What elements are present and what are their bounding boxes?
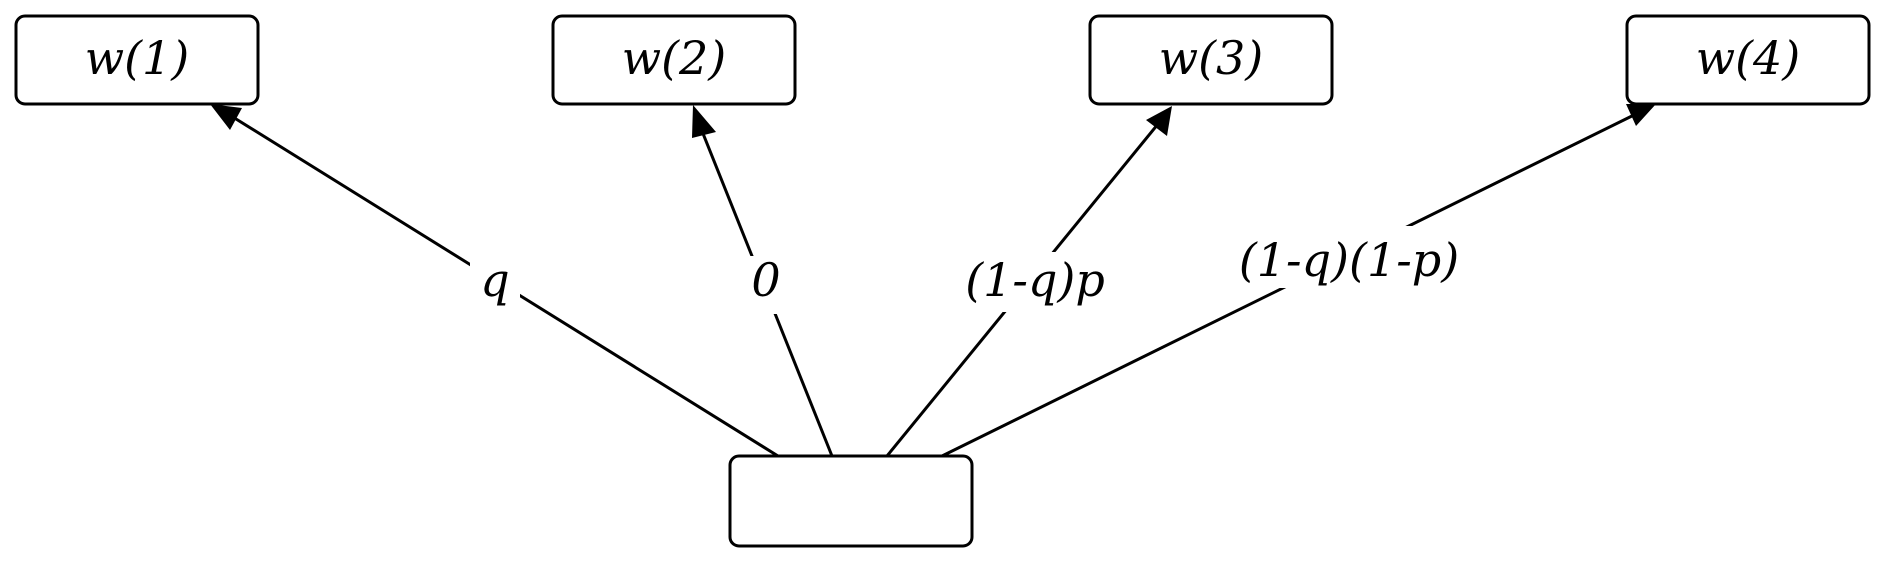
edge-label-w4: (1-q)(1-p) bbox=[1239, 233, 1459, 287]
arrowhead-w3 bbox=[1146, 106, 1172, 136]
arrowhead-w4 bbox=[1626, 104, 1656, 126]
node-w4: w(4) bbox=[1625, 14, 1871, 106]
node-w3: w(3) bbox=[1088, 14, 1334, 106]
node-label-w2: w(2) bbox=[622, 31, 727, 85]
node-w2: w(2) bbox=[551, 14, 797, 106]
edge-label-w1: q bbox=[480, 253, 509, 307]
node-w1: w(1) bbox=[14, 14, 260, 106]
arrowhead-w1 bbox=[210, 104, 242, 130]
edge-label-w2: 0 bbox=[751, 253, 780, 307]
node-label-w3: w(3) bbox=[1159, 31, 1264, 85]
node-label-w1: w(1) bbox=[85, 31, 190, 85]
node-source bbox=[728, 454, 974, 548]
edge-labels: q 0 (1-q)p (1-q)(1-p) bbox=[470, 226, 1459, 316]
edge-label-w3: (1-q)p bbox=[965, 253, 1105, 307]
node-label-w4: w(4) bbox=[1696, 31, 1801, 85]
arrowhead-w2 bbox=[692, 105, 716, 138]
